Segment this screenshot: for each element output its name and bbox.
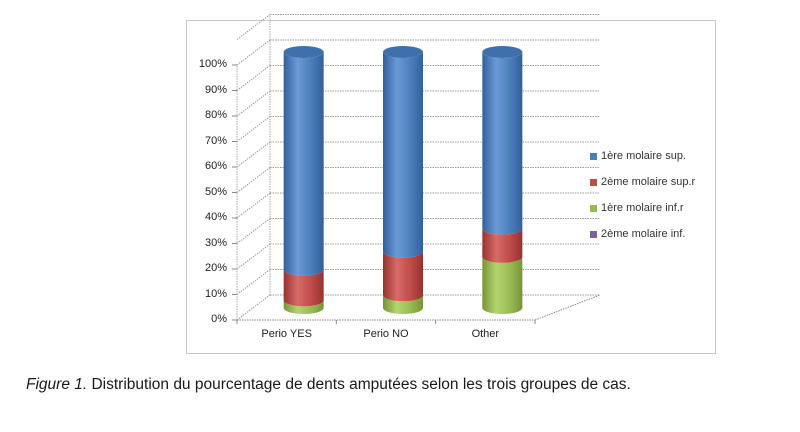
y-tick-label: 0% <box>211 313 227 325</box>
bar-segment <box>482 52 523 235</box>
y-tick-label: 100% <box>198 58 227 70</box>
chart-legend: 1ère molaire sup. 2ème molaire sup.r 1ère … <box>590 143 695 247</box>
legend-swatch <box>590 230 597 238</box>
bar-segment <box>482 228 523 263</box>
bar-segment <box>482 256 523 314</box>
gridlines <box>232 14 601 324</box>
legend-item: 1ère molaire sup. <box>590 143 695 169</box>
legend-swatch <box>590 204 597 212</box>
legend-item: 1ère molaire inf.r <box>590 195 695 221</box>
bar-segment <box>383 52 423 258</box>
y-tick-label: 10% <box>204 287 227 300</box>
bar-top-cap <box>482 46 523 58</box>
bar-segment <box>283 52 324 276</box>
bar-perio-no <box>383 46 423 314</box>
legend-label: 1ère molaire sup. <box>601 150 686 162</box>
y-tick-label: 40% <box>204 211 227 223</box>
legend-swatch <box>590 152 597 160</box>
y-tick-label: 60% <box>204 160 227 172</box>
legend-label: 1ère molaire inf.r <box>601 202 684 214</box>
x-tick-label: Perio YES <box>261 328 312 340</box>
y-tick-label: 30% <box>204 236 227 249</box>
legend-swatch <box>590 178 597 186</box>
legend-label: 2ème molaire inf. <box>601 228 686 240</box>
legend-item: 2ème molaire sup.r <box>590 169 695 195</box>
bar-segment <box>383 295 423 314</box>
bar-top-cap <box>283 46 324 58</box>
bar-segment <box>283 300 324 314</box>
y-tick-label: 70% <box>204 134 227 147</box>
legend-item: 2ème molaire inf. <box>590 221 695 247</box>
caption-prefix: Figure 1. <box>26 376 88 393</box>
y-tick-label: 90% <box>204 83 227 96</box>
legend-label: 2ème molaire sup.r <box>601 176 696 188</box>
bar-perio-yes <box>283 46 324 314</box>
bar-top-cap <box>383 46 423 58</box>
y-tick-label: 50% <box>204 185 227 198</box>
bar-segment <box>283 269 324 307</box>
y-tick-label: 80% <box>204 109 227 121</box>
x-tick-label: Perio NO <box>363 328 409 340</box>
figure-caption: Figure 1. Distribution du pourcentage de… <box>26 376 631 394</box>
x-tick-label: Other <box>471 328 500 340</box>
caption-text: Distribution du pourcentage de dents amp… <box>87 376 631 393</box>
bar-segment <box>383 251 423 302</box>
y-tick-label: 20% <box>204 262 227 274</box>
bar-other <box>482 46 523 314</box>
chart-frame <box>186 20 716 354</box>
